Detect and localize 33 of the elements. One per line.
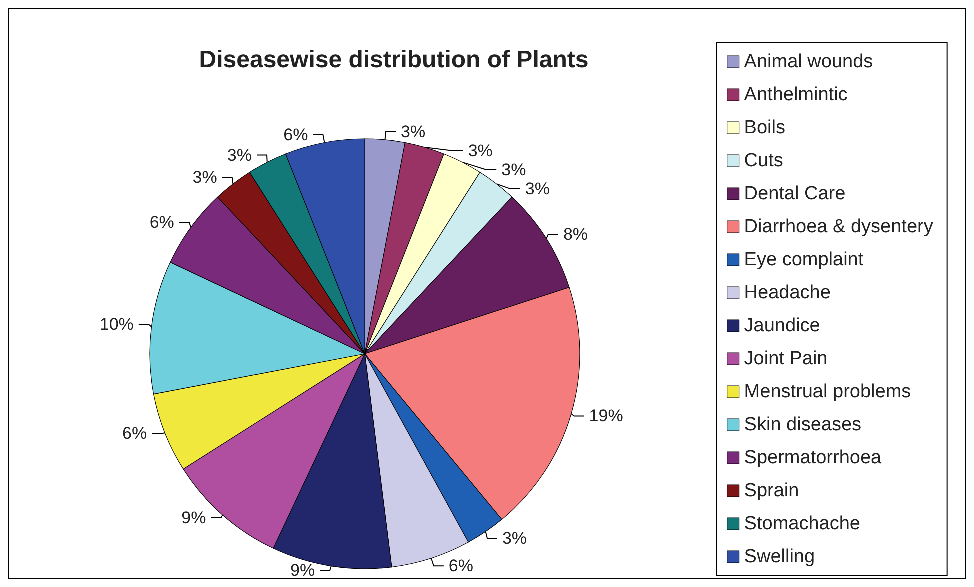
data-label: 9%	[290, 561, 316, 580]
data-label: 3%	[502, 528, 528, 548]
legend-label: Menstrual problems	[744, 382, 912, 402]
data-label: 3%	[525, 179, 550, 198]
data-label: 10%	[100, 315, 134, 334]
legend-label: Headache	[744, 282, 831, 304]
legend-label: Joint Pain	[744, 348, 828, 370]
legend-label: Animal wounds	[744, 52, 874, 72]
data-label: 3%	[502, 160, 526, 180]
legend-label: Sprain	[744, 480, 800, 502]
legend-label: Eye complaint	[744, 250, 864, 270]
legend-label: Swelling	[744, 546, 816, 568]
data-label: 8%	[563, 225, 588, 244]
data-label: 6%	[122, 424, 148, 444]
data-label: 3%	[192, 168, 218, 188]
data-label: 6%	[284, 125, 308, 144]
data-label: 3%	[400, 122, 426, 142]
chart-title: Diseasewise distribution of Plants	[199, 46, 589, 74]
legend-label: Anthelmintic	[744, 84, 848, 106]
data-label: 19%	[589, 406, 624, 426]
data-label: 6%	[448, 556, 474, 576]
legend-label: Jaundice	[744, 316, 820, 336]
data-label: 9%	[182, 508, 206, 528]
legend-label: Diarrhoea & dysentery	[744, 216, 934, 238]
data-label: 3%	[468, 141, 493, 160]
data-label: 6%	[150, 213, 174, 232]
legend-label: Cuts	[744, 150, 784, 172]
legend-label: Dental Care	[744, 184, 846, 204]
legend-label: Stomachache	[744, 514, 860, 534]
data-label: 3%	[227, 146, 252, 165]
legend-label: Skin diseases	[744, 414, 862, 436]
legend-label: Spermatorrhoea	[744, 448, 882, 468]
legend-label: Boils	[744, 118, 786, 138]
